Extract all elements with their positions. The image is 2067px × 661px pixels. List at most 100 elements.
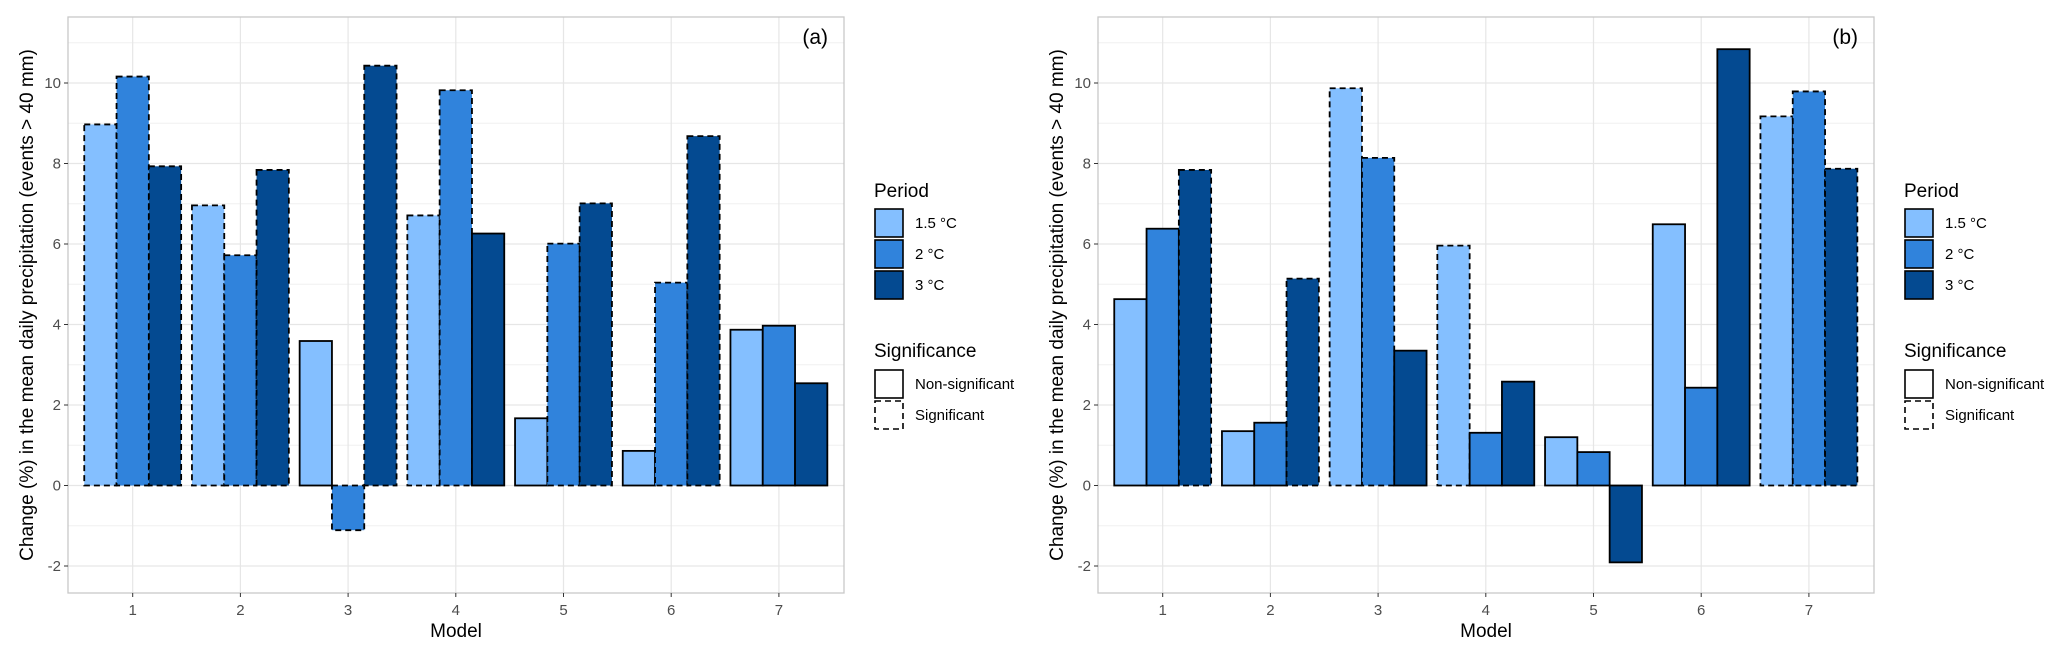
bar-model-4-series-1 [406, 214, 441, 487]
x-tick-label: 3 [344, 602, 352, 619]
legend-swatch [874, 270, 904, 300]
y-axis-title: Change (%) in the mean daily precipitati… [1047, 49, 1068, 561]
y-tick-label: 0 [1083, 478, 1091, 495]
x-tick-label: 2 [1266, 602, 1274, 619]
x-tick-label: 2 [236, 602, 244, 619]
bar-model-5-series-1 [514, 417, 549, 487]
legend-label: 3 °C [1945, 277, 1975, 294]
bar-model-6-series-1 [1651, 223, 1686, 487]
y-tick-label: 4 [1083, 317, 1091, 334]
bars [1113, 48, 1859, 564]
bar-model-6-series-3 [686, 135, 721, 487]
bar-model-4-series-3 [471, 232, 506, 487]
bar-model-7-series-3 [1824, 167, 1859, 487]
panel-label: (a) [802, 26, 828, 49]
x-tick-label: 6 [667, 602, 675, 619]
legend: Period 1.5 °C 2 °C 3 °C Significance Non-sign… [874, 181, 1015, 430]
x-tick-label: 3 [1374, 602, 1382, 619]
legend-swatch [874, 208, 904, 238]
bar-model-2-series-2 [223, 254, 258, 487]
legend-label: Non-significant [915, 376, 1015, 393]
y-tick-label: 6 [53, 236, 61, 253]
legend-label: 2 °C [915, 246, 945, 263]
bar-model-1-series-2 [1145, 227, 1180, 487]
bar-model-1-series-1 [83, 123, 118, 487]
bar-model-1-series-3 [147, 165, 183, 487]
bar-model-3-series-2 [1361, 156, 1396, 487]
bar-model-7-series-2 [1791, 90, 1826, 487]
x-tick-label: 5 [1589, 602, 1597, 619]
bar-model-7-series-3 [794, 382, 829, 487]
legend-swatch [874, 400, 904, 430]
bar-model-3-series-1 [298, 340, 333, 487]
y-tick-label: 8 [1083, 156, 1091, 173]
y-axis: -2 0 2 4 6 8 10 [44, 75, 68, 575]
legend-item-significance: Non-significant [1904, 369, 2045, 399]
bar-model-5-series-2 [546, 242, 581, 487]
panel-label: (b) [1832, 26, 1858, 49]
legend-title-period: Period [874, 181, 929, 202]
bar-model-3-series-3 [1393, 349, 1428, 487]
legend-label: Non-significant [1945, 376, 2045, 393]
legend-item-significance: Non-significant [874, 369, 1015, 399]
legend-item-period: 1.5 °C [1904, 208, 1987, 238]
x-tick-label: 5 [559, 602, 567, 619]
y-tick-label: 0 [53, 478, 61, 495]
bar-model-2-series-2 [1253, 421, 1288, 487]
y-tick-label: 2 [1083, 397, 1091, 414]
bar-model-4-series-3 [1501, 380, 1536, 487]
x-axis-title: Model [1460, 621, 1512, 642]
bar-model-6-series-2 [1684, 386, 1719, 487]
bar-model-3-series-1 [1328, 87, 1363, 487]
y-tick-label: 6 [1083, 236, 1091, 253]
legend-item-period: 3 °C [874, 270, 945, 300]
y-tick-label: 8 [53, 156, 61, 173]
legend-title-significance: Significance [1904, 341, 2006, 362]
legend-title-period: Period [1904, 181, 1959, 202]
bar-model-7-series-1 [729, 328, 764, 487]
legend-label: 1.5 °C [915, 215, 957, 232]
legend-item-period: 3 °C [1904, 270, 1975, 300]
y-tick-label: 4 [53, 317, 61, 334]
x-tick-label: 1 [129, 602, 137, 619]
bar-model-1-series-2 [115, 75, 150, 487]
legend-title-significance: Significance [874, 341, 976, 362]
bar-model-1-series-1 [1113, 298, 1148, 487]
y-tick-label: -2 [1078, 558, 1091, 575]
bar-model-5-series-3 [578, 202, 613, 487]
x-axis: 1 2 3 4 5 6 7 [1159, 593, 1813, 619]
y-tick-label: 2 [53, 397, 61, 414]
bar-model-7-series-2 [761, 324, 796, 487]
legend-item-significance: Significant [1904, 400, 2015, 430]
legend-item-period: 2 °C [1904, 239, 1975, 269]
bar-model-3-series-2 [331, 484, 366, 532]
x-tick-label: 7 [1805, 602, 1813, 619]
x-tick-label: 1 [1159, 602, 1167, 619]
bar-model-5-series-3 [1608, 484, 1643, 564]
y-tick-label: -2 [48, 558, 61, 575]
bar-model-4-series-2 [438, 89, 473, 487]
legend-item-period: 2 °C [874, 239, 945, 269]
bar-model-2-series-3 [255, 169, 290, 487]
legend-label: 2 °C [1945, 246, 1975, 263]
bar-model-4-series-2 [1468, 431, 1503, 487]
y-axis: -2 0 2 4 6 8 10 [1074, 75, 1098, 575]
bar-model-5-series-2 [1576, 451, 1611, 487]
legend-swatch [1904, 239, 1934, 269]
legend-swatch [1904, 270, 1934, 300]
legend-swatch [874, 239, 904, 269]
legend-label: 3 °C [915, 277, 945, 294]
bar-model-1-series-3 [1177, 169, 1213, 487]
bar-model-7-series-1 [1759, 115, 1794, 487]
x-tick-label: 4 [452, 602, 460, 619]
legend-item-significance: Significant [874, 400, 985, 430]
legend-label: Significant [915, 407, 985, 424]
bar-model-3-series-3 [363, 64, 398, 487]
y-tick-label: 10 [44, 75, 61, 92]
legend-swatch [874, 369, 904, 399]
x-tick-label: 7 [775, 602, 783, 619]
y-axis-title: Change (%) in the mean daily precipitati… [17, 49, 38, 561]
